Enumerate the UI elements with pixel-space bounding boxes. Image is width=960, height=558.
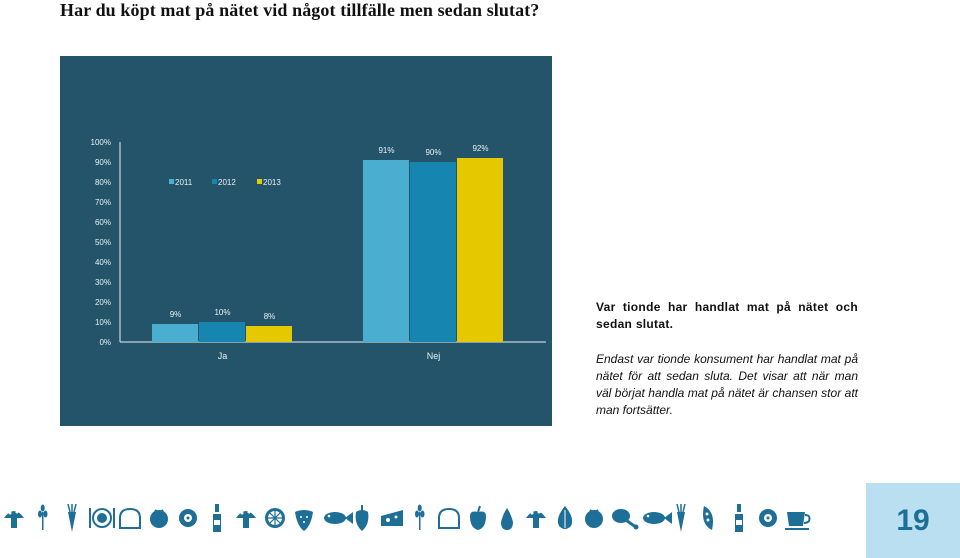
carrot-icon	[67, 503, 77, 532]
strawberry-icon	[295, 510, 313, 531]
cut-fruit-icon	[759, 509, 777, 527]
cheese-icon	[381, 510, 403, 526]
carrot-icon	[676, 503, 686, 532]
y-tick-label: 40%	[95, 258, 111, 267]
mushroom-icon	[526, 510, 546, 528]
lead-paragraph: Var tionde har handlat mat på nätet och …	[596, 300, 858, 331]
y-tick-label: 80%	[95, 178, 111, 187]
y-tick-label: 30%	[95, 278, 111, 287]
mushroom-icon	[236, 510, 256, 528]
y-tick-label: 90%	[95, 158, 111, 167]
onion-icon	[557, 506, 573, 529]
side-text: Var tionde har handlat mat på nätet och …	[596, 299, 858, 419]
legend-swatch	[212, 179, 217, 184]
data-label: 9%	[170, 310, 182, 319]
page-title: Har du köpt mat på nätet vid något tillf…	[60, 0, 540, 20]
bar-chart: 0% 10% 20% 30% 40% 50% 60% 70% 80% 90% 100% 9% 10% 8%…	[60, 56, 552, 426]
food-icon-strip	[4, 503, 811, 532]
apple-icon	[470, 505, 486, 530]
pear-icon	[501, 508, 513, 530]
tomato-icon	[585, 509, 603, 528]
data-label: 8%	[264, 312, 276, 321]
wheat-icon	[415, 504, 425, 530]
orange-slice-icon	[265, 508, 285, 528]
bar	[199, 322, 245, 342]
fish-icon	[643, 512, 672, 524]
fish-icon	[324, 512, 353, 524]
y-tick-label: 70%	[95, 198, 111, 207]
data-label: 91%	[378, 146, 394, 155]
category-label: Nej	[427, 351, 441, 361]
drumstick-icon	[612, 509, 639, 530]
legend-swatch	[257, 179, 262, 184]
cut-fruit-icon	[179, 509, 197, 527]
cup-icon	[785, 512, 811, 530]
legend-label: 2012	[218, 178, 236, 187]
bar-chart-svg: 0% 10% 20% 30% 40% 50% 60% 70% 80% 90% 100% 9% 10% 8%…	[91, 138, 546, 361]
pea-pod-icon	[703, 506, 713, 530]
bottle-icon	[735, 504, 743, 532]
bar	[152, 324, 198, 342]
legend-label: 2011	[175, 178, 193, 187]
body-paragraph: Endast var tionde konsument har handlat …	[596, 352, 858, 417]
page-number-box: 19	[866, 483, 960, 558]
data-label: 90%	[425, 148, 441, 157]
data-label: 10%	[214, 308, 230, 317]
legend-label: 2013	[263, 178, 281, 187]
y-tick-label: 60%	[95, 218, 111, 227]
bar	[246, 326, 292, 342]
tomato-icon	[150, 509, 168, 528]
bread-icon	[119, 507, 141, 529]
wheat-icon	[38, 504, 48, 530]
y-tick-label: 10%	[95, 318, 111, 327]
y-tick-label: 0%	[99, 338, 111, 347]
mushroom-icon	[4, 510, 24, 528]
y-tick-label: 50%	[95, 238, 111, 247]
bottle-icon	[213, 504, 221, 532]
category-label: Ja	[218, 351, 228, 361]
plate-cutlery-icon	[89, 508, 115, 528]
bar	[457, 158, 503, 342]
page-number: 19	[896, 503, 930, 537]
bar	[410, 162, 456, 342]
y-tick-label: 100%	[91, 138, 111, 147]
bar	[363, 160, 409, 342]
data-label: 92%	[472, 144, 488, 153]
bread-icon	[438, 507, 460, 529]
pepper-icon	[355, 505, 369, 531]
legend-swatch	[169, 179, 174, 184]
y-tick-label: 20%	[95, 298, 111, 307]
